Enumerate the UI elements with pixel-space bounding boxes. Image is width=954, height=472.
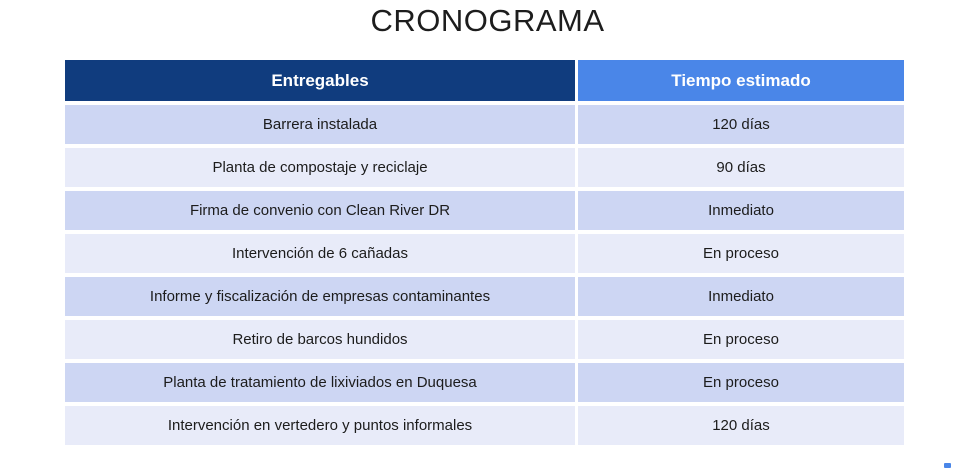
table-row: Informe y fiscalización de empresas cont… [65,277,904,316]
cell-tiempo: 120 días [578,105,904,144]
cell-entregable: Retiro de barcos hundidos [65,320,575,359]
table-row: Intervención en vertedero y puntos infor… [65,406,904,445]
table-row: Barrera instalada 120 días [65,105,904,144]
cell-tiempo: En proceso [578,234,904,273]
cell-entregable: Intervención de 6 cañadas [65,234,575,273]
table-row: Firma de convenio con Clean River DR Inm… [65,191,904,230]
table-row: Intervención de 6 cañadas En proceso [65,234,904,273]
cell-entregable: Barrera instalada [65,105,575,144]
cell-tiempo: Inmediato [578,277,904,316]
column-header-tiempo: Tiempo estimado [578,60,904,101]
table-row: Retiro de barcos hundidos En proceso [65,320,904,359]
cell-tiempo: En proceso [578,363,904,402]
cell-tiempo: 120 días [578,406,904,445]
cell-entregable: Firma de convenio con Clean River DR [65,191,575,230]
cell-tiempo: En proceso [578,320,904,359]
cronograma-table: Entregables Tiempo estimado Barrera inst… [62,56,907,449]
cell-entregable: Planta de tratamiento de lixiviados en D… [65,363,575,402]
table-row: Planta de compostaje y reciclaje 90 días [65,148,904,187]
cell-tiempo: Inmediato [578,191,904,230]
corner-logo-fragment [944,463,951,468]
page-title: CRONOGRAMA [370,3,605,38]
column-header-entregables: Entregables [65,60,575,101]
cell-entregable: Informe y fiscalización de empresas cont… [65,277,575,316]
table-row: Planta de tratamiento de lixiviados en D… [65,363,904,402]
cell-tiempo: 90 días [578,148,904,187]
cell-entregable: Planta de compostaje y reciclaje [65,148,575,187]
cell-entregable: Intervención en vertedero y puntos infor… [65,406,575,445]
table-header-row: Entregables Tiempo estimado [65,60,904,101]
